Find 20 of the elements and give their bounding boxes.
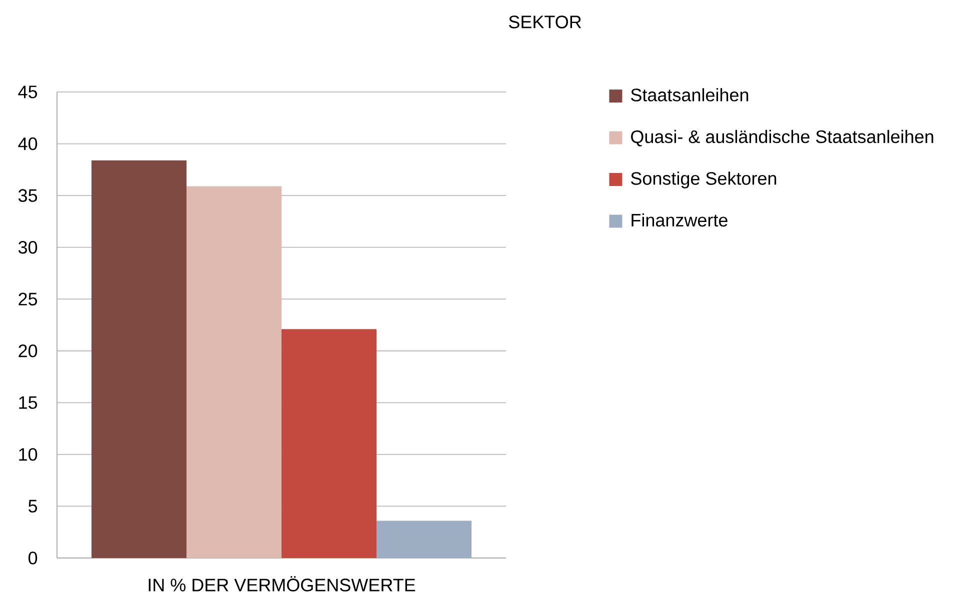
text: SEKTOR (508, 16, 582, 28)
x-tick-label: IN % DER VERMÖGENSWERTE (148, 576, 416, 592)
y-tick-label: 40 (18, 137, 38, 150)
legend-label: Quasi- & ausländische Staatsanleihen (631, 130, 934, 146)
y-tick-label: 30 (18, 240, 38, 254)
legend-label: Staatsanleihen (631, 88, 748, 102)
y-tick-label: 45 (18, 86, 38, 98)
legend-label: Finanzwerte (632, 213, 728, 227)
legend-label: Sonstige Sektoren (631, 172, 776, 188)
y-tick-label: 15 (19, 396, 38, 409)
y-tick-label: 25 (18, 292, 38, 306)
y-tick-label: 10 (19, 448, 38, 461)
bar (186, 186, 282, 558)
y-tick-label: 0 (28, 552, 38, 564)
bar (282, 329, 377, 558)
bar (92, 160, 187, 558)
y-tick-label: 20 (18, 344, 38, 358)
y-tick-label: 5 (28, 500, 38, 512)
y-tick-label: 35 (18, 189, 38, 202)
bar (376, 520, 472, 558)
